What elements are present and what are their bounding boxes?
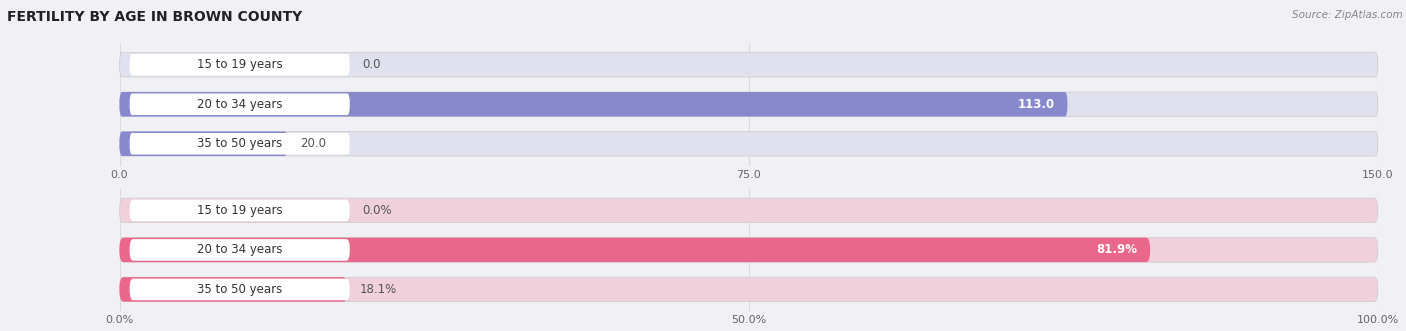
FancyBboxPatch shape — [129, 239, 350, 261]
Text: 0.0%: 0.0% — [363, 204, 392, 217]
Text: 20.0: 20.0 — [299, 137, 326, 150]
Text: 113.0: 113.0 — [1018, 98, 1054, 111]
Text: 0.0: 0.0 — [363, 58, 381, 71]
FancyBboxPatch shape — [120, 277, 347, 302]
FancyBboxPatch shape — [120, 53, 1378, 77]
FancyBboxPatch shape — [120, 131, 1378, 156]
Text: 81.9%: 81.9% — [1097, 243, 1137, 257]
Text: 20 to 34 years: 20 to 34 years — [197, 98, 283, 111]
FancyBboxPatch shape — [120, 238, 1378, 262]
Text: Source: ZipAtlas.com: Source: ZipAtlas.com — [1292, 10, 1403, 20]
FancyBboxPatch shape — [129, 93, 350, 115]
FancyBboxPatch shape — [120, 92, 1067, 117]
Text: 35 to 50 years: 35 to 50 years — [197, 137, 283, 150]
Text: 35 to 50 years: 35 to 50 years — [197, 283, 283, 296]
FancyBboxPatch shape — [129, 200, 350, 221]
Text: 15 to 19 years: 15 to 19 years — [197, 204, 283, 217]
Text: FERTILITY BY AGE IN BROWN COUNTY: FERTILITY BY AGE IN BROWN COUNTY — [7, 10, 302, 24]
FancyBboxPatch shape — [120, 238, 1150, 262]
Text: 18.1%: 18.1% — [360, 283, 396, 296]
FancyBboxPatch shape — [120, 92, 1378, 117]
FancyBboxPatch shape — [120, 131, 287, 156]
Text: 15 to 19 years: 15 to 19 years — [197, 58, 283, 71]
FancyBboxPatch shape — [129, 133, 350, 155]
FancyBboxPatch shape — [129, 279, 350, 300]
FancyBboxPatch shape — [129, 54, 350, 75]
FancyBboxPatch shape — [120, 198, 1378, 223]
Text: 20 to 34 years: 20 to 34 years — [197, 243, 283, 257]
FancyBboxPatch shape — [120, 277, 1378, 302]
